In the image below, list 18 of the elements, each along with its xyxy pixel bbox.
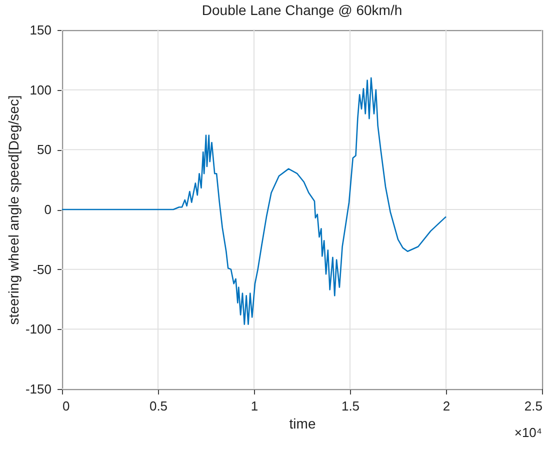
y-tick-label: -150 <box>25 382 52 396</box>
line-series <box>61 77 447 326</box>
x-tick-label: 0.5 <box>149 398 168 414</box>
x-axis-title: time <box>289 416 316 432</box>
y-tick-label: 150 <box>30 22 52 38</box>
x-tick-label: 0 <box>62 398 70 414</box>
x-tick-label: 2 <box>442 398 450 414</box>
y-tick-label: -100 <box>25 322 52 337</box>
y-tick-label: 50 <box>37 142 52 158</box>
x-tick-label: 2.5 <box>524 398 542 414</box>
x-tick-label: 1.5 <box>341 398 360 414</box>
y-tick-label: 0 <box>44 202 52 217</box>
y-tick-label: -50 <box>32 262 52 277</box>
x-tick-label: 1 <box>250 398 258 414</box>
chart-title: Double Lane Change @ 60km/h <box>202 2 402 18</box>
y-axis-title: steering wheel angle speed[Deg/sec] <box>5 95 22 325</box>
text: ×10⁴ <box>514 425 542 440</box>
y-tick-label: 100 <box>30 82 52 98</box>
